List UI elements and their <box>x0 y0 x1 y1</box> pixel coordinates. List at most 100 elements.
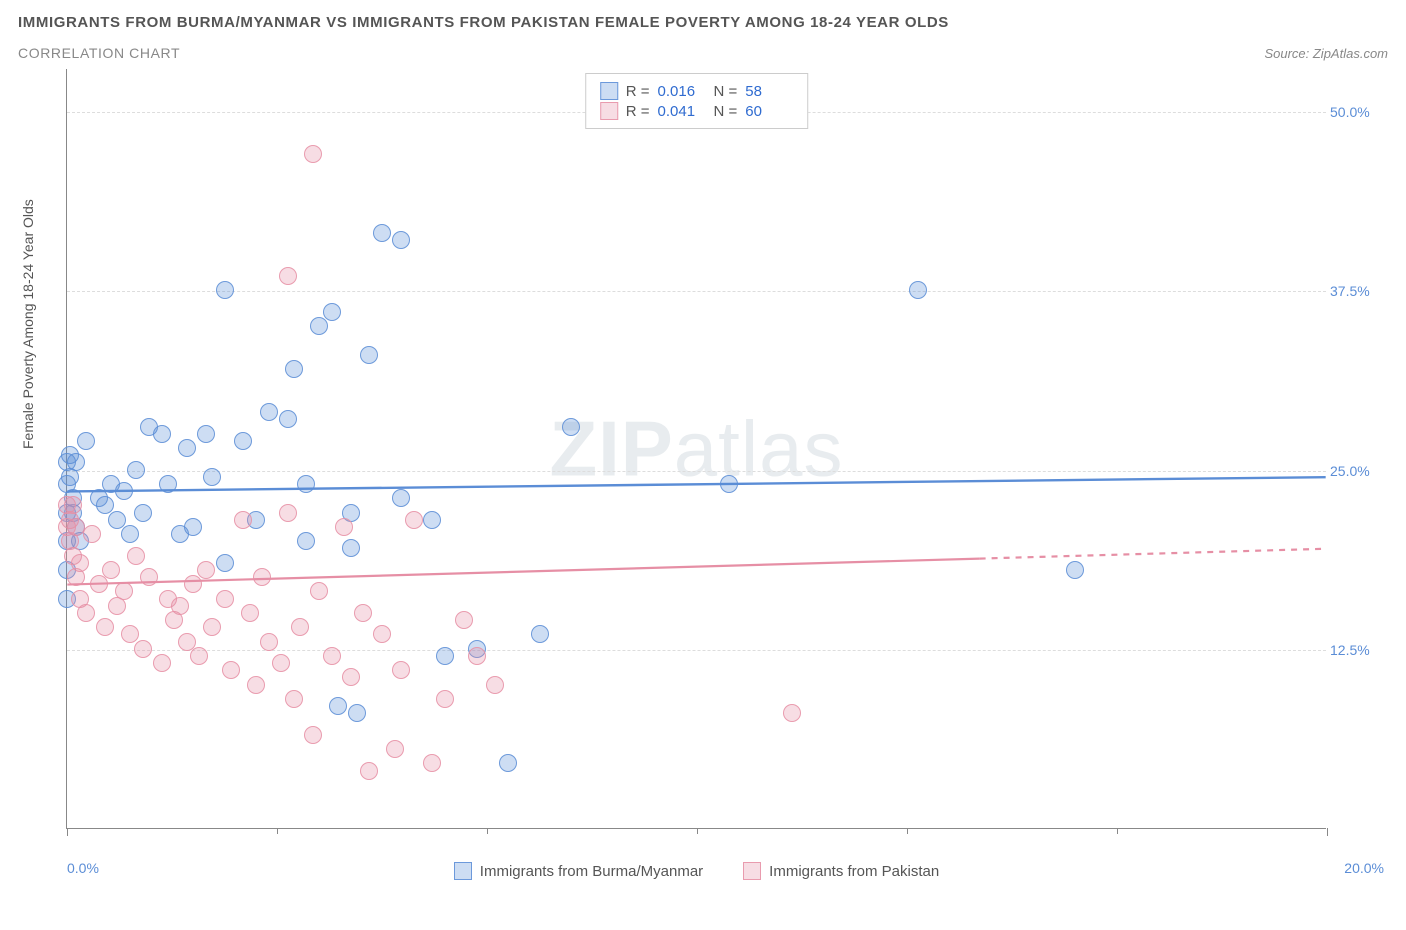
y-tick-label: 37.5% <box>1330 283 1388 299</box>
scatter-point <box>285 690 303 708</box>
stats-row-series-1: R = 0.016 N = 58 <box>600 82 794 100</box>
scatter-point <box>140 568 158 586</box>
scatter-point <box>386 740 404 758</box>
scatter-point <box>222 661 240 679</box>
watermark: ZIPatlas <box>549 403 843 494</box>
scatter-point <box>323 647 341 665</box>
scatter-point <box>348 704 366 722</box>
legend-swatch-1 <box>454 862 472 880</box>
scatter-point <box>58 453 76 471</box>
swatch-series-2 <box>600 102 618 120</box>
scatter-point <box>272 654 290 672</box>
scatter-point <box>234 511 252 529</box>
y-axis-title: Female Poverty Among 18-24 Year Olds <box>20 199 36 449</box>
scatter-point <box>342 668 360 686</box>
scatter-point <box>285 360 303 378</box>
gridline-h <box>67 471 1326 472</box>
scatter-point <box>323 303 341 321</box>
bottom-legend: Immigrants from Burma/Myanmar Immigrants… <box>67 862 1326 880</box>
scatter-point <box>115 582 133 600</box>
scatter-point <box>360 762 378 780</box>
scatter-point <box>184 575 202 593</box>
legend-item-2: Immigrants from Pakistan <box>743 862 939 880</box>
plot-area: ZIPatlas R = 0.016 N = 58 R = 0.041 N = … <box>66 69 1326 829</box>
scatter-point <box>297 475 315 493</box>
chart-title: IMMIGRANTS FROM BURMA/MYANMAR VS IMMIGRA… <box>18 14 1388 31</box>
scatter-point <box>405 511 423 529</box>
gridline-h <box>67 291 1326 292</box>
scatter-point <box>159 475 177 493</box>
legend-item-1: Immigrants from Burma/Myanmar <box>454 862 703 880</box>
scatter-point <box>153 654 171 672</box>
scatter-point <box>127 461 145 479</box>
scatter-point <box>486 676 504 694</box>
scatter-point <box>304 726 322 744</box>
scatter-point <box>310 317 328 335</box>
scatter-point <box>436 647 454 665</box>
scatter-point <box>909 281 927 299</box>
scatter-point <box>203 468 221 486</box>
scatter-point <box>392 661 410 679</box>
scatter-point <box>96 618 114 636</box>
scatter-point <box>329 697 347 715</box>
scatter-point <box>310 582 328 600</box>
scatter-point <box>335 518 353 536</box>
x-tick <box>1117 828 1118 834</box>
scatter-point <box>58 518 76 536</box>
chart-subtitle: CORRELATION CHART <box>18 45 180 61</box>
trendlines-layer <box>67 69 1326 828</box>
scatter-point <box>423 511 441 529</box>
stats-legend-box: R = 0.016 N = 58 R = 0.041 N = 60 <box>585 73 809 129</box>
y-tick-label: 25.0% <box>1330 463 1388 479</box>
scatter-point <box>115 482 133 500</box>
scatter-point <box>720 475 738 493</box>
scatter-point <box>392 231 410 249</box>
scatter-point <box>253 568 271 586</box>
scatter-point <box>77 604 95 622</box>
scatter-point <box>260 403 278 421</box>
scatter-point <box>197 425 215 443</box>
scatter-point <box>260 633 278 651</box>
scatter-point <box>392 489 410 507</box>
scatter-point <box>423 754 441 772</box>
x-tick <box>907 828 908 834</box>
scatter-point <box>360 346 378 364</box>
scatter-point <box>197 561 215 579</box>
scatter-point <box>373 625 391 643</box>
scatter-point <box>83 525 101 543</box>
scatter-point <box>121 525 139 543</box>
scatter-point <box>102 561 120 579</box>
stats-row-series-2: R = 0.041 N = 60 <box>600 102 794 120</box>
scatter-point <box>58 475 76 493</box>
scatter-point <box>279 504 297 522</box>
scatter-point <box>279 410 297 428</box>
scatter-point <box>71 554 89 572</box>
y-tick-label: 12.5% <box>1330 642 1388 658</box>
scatter-point <box>216 590 234 608</box>
scatter-point <box>468 647 486 665</box>
scatter-point <box>134 640 152 658</box>
x-tick-label: 0.0% <box>67 860 99 876</box>
scatter-point <box>373 224 391 242</box>
swatch-series-1 <box>600 82 618 100</box>
x-tick-major <box>67 828 68 836</box>
scatter-point <box>562 418 580 436</box>
scatter-point <box>77 432 95 450</box>
legend-label-2: Immigrants from Pakistan <box>769 863 939 880</box>
chart-container: Female Poverty Among 18-24 Year Olds ZIP… <box>18 69 1388 889</box>
scatter-point <box>190 647 208 665</box>
scatter-point <box>216 281 234 299</box>
scatter-point <box>499 754 517 772</box>
scatter-point <box>134 504 152 522</box>
scatter-point <box>531 625 549 643</box>
gridline-h <box>67 650 1326 651</box>
scatter-point <box>354 604 372 622</box>
scatter-point <box>234 432 252 450</box>
x-tick-label: 20.0% <box>1344 860 1384 876</box>
scatter-point <box>90 575 108 593</box>
x-tick <box>277 828 278 834</box>
scatter-point <box>455 611 473 629</box>
scatter-point <box>216 554 234 572</box>
scatter-point <box>58 496 76 514</box>
scatter-point <box>297 532 315 550</box>
